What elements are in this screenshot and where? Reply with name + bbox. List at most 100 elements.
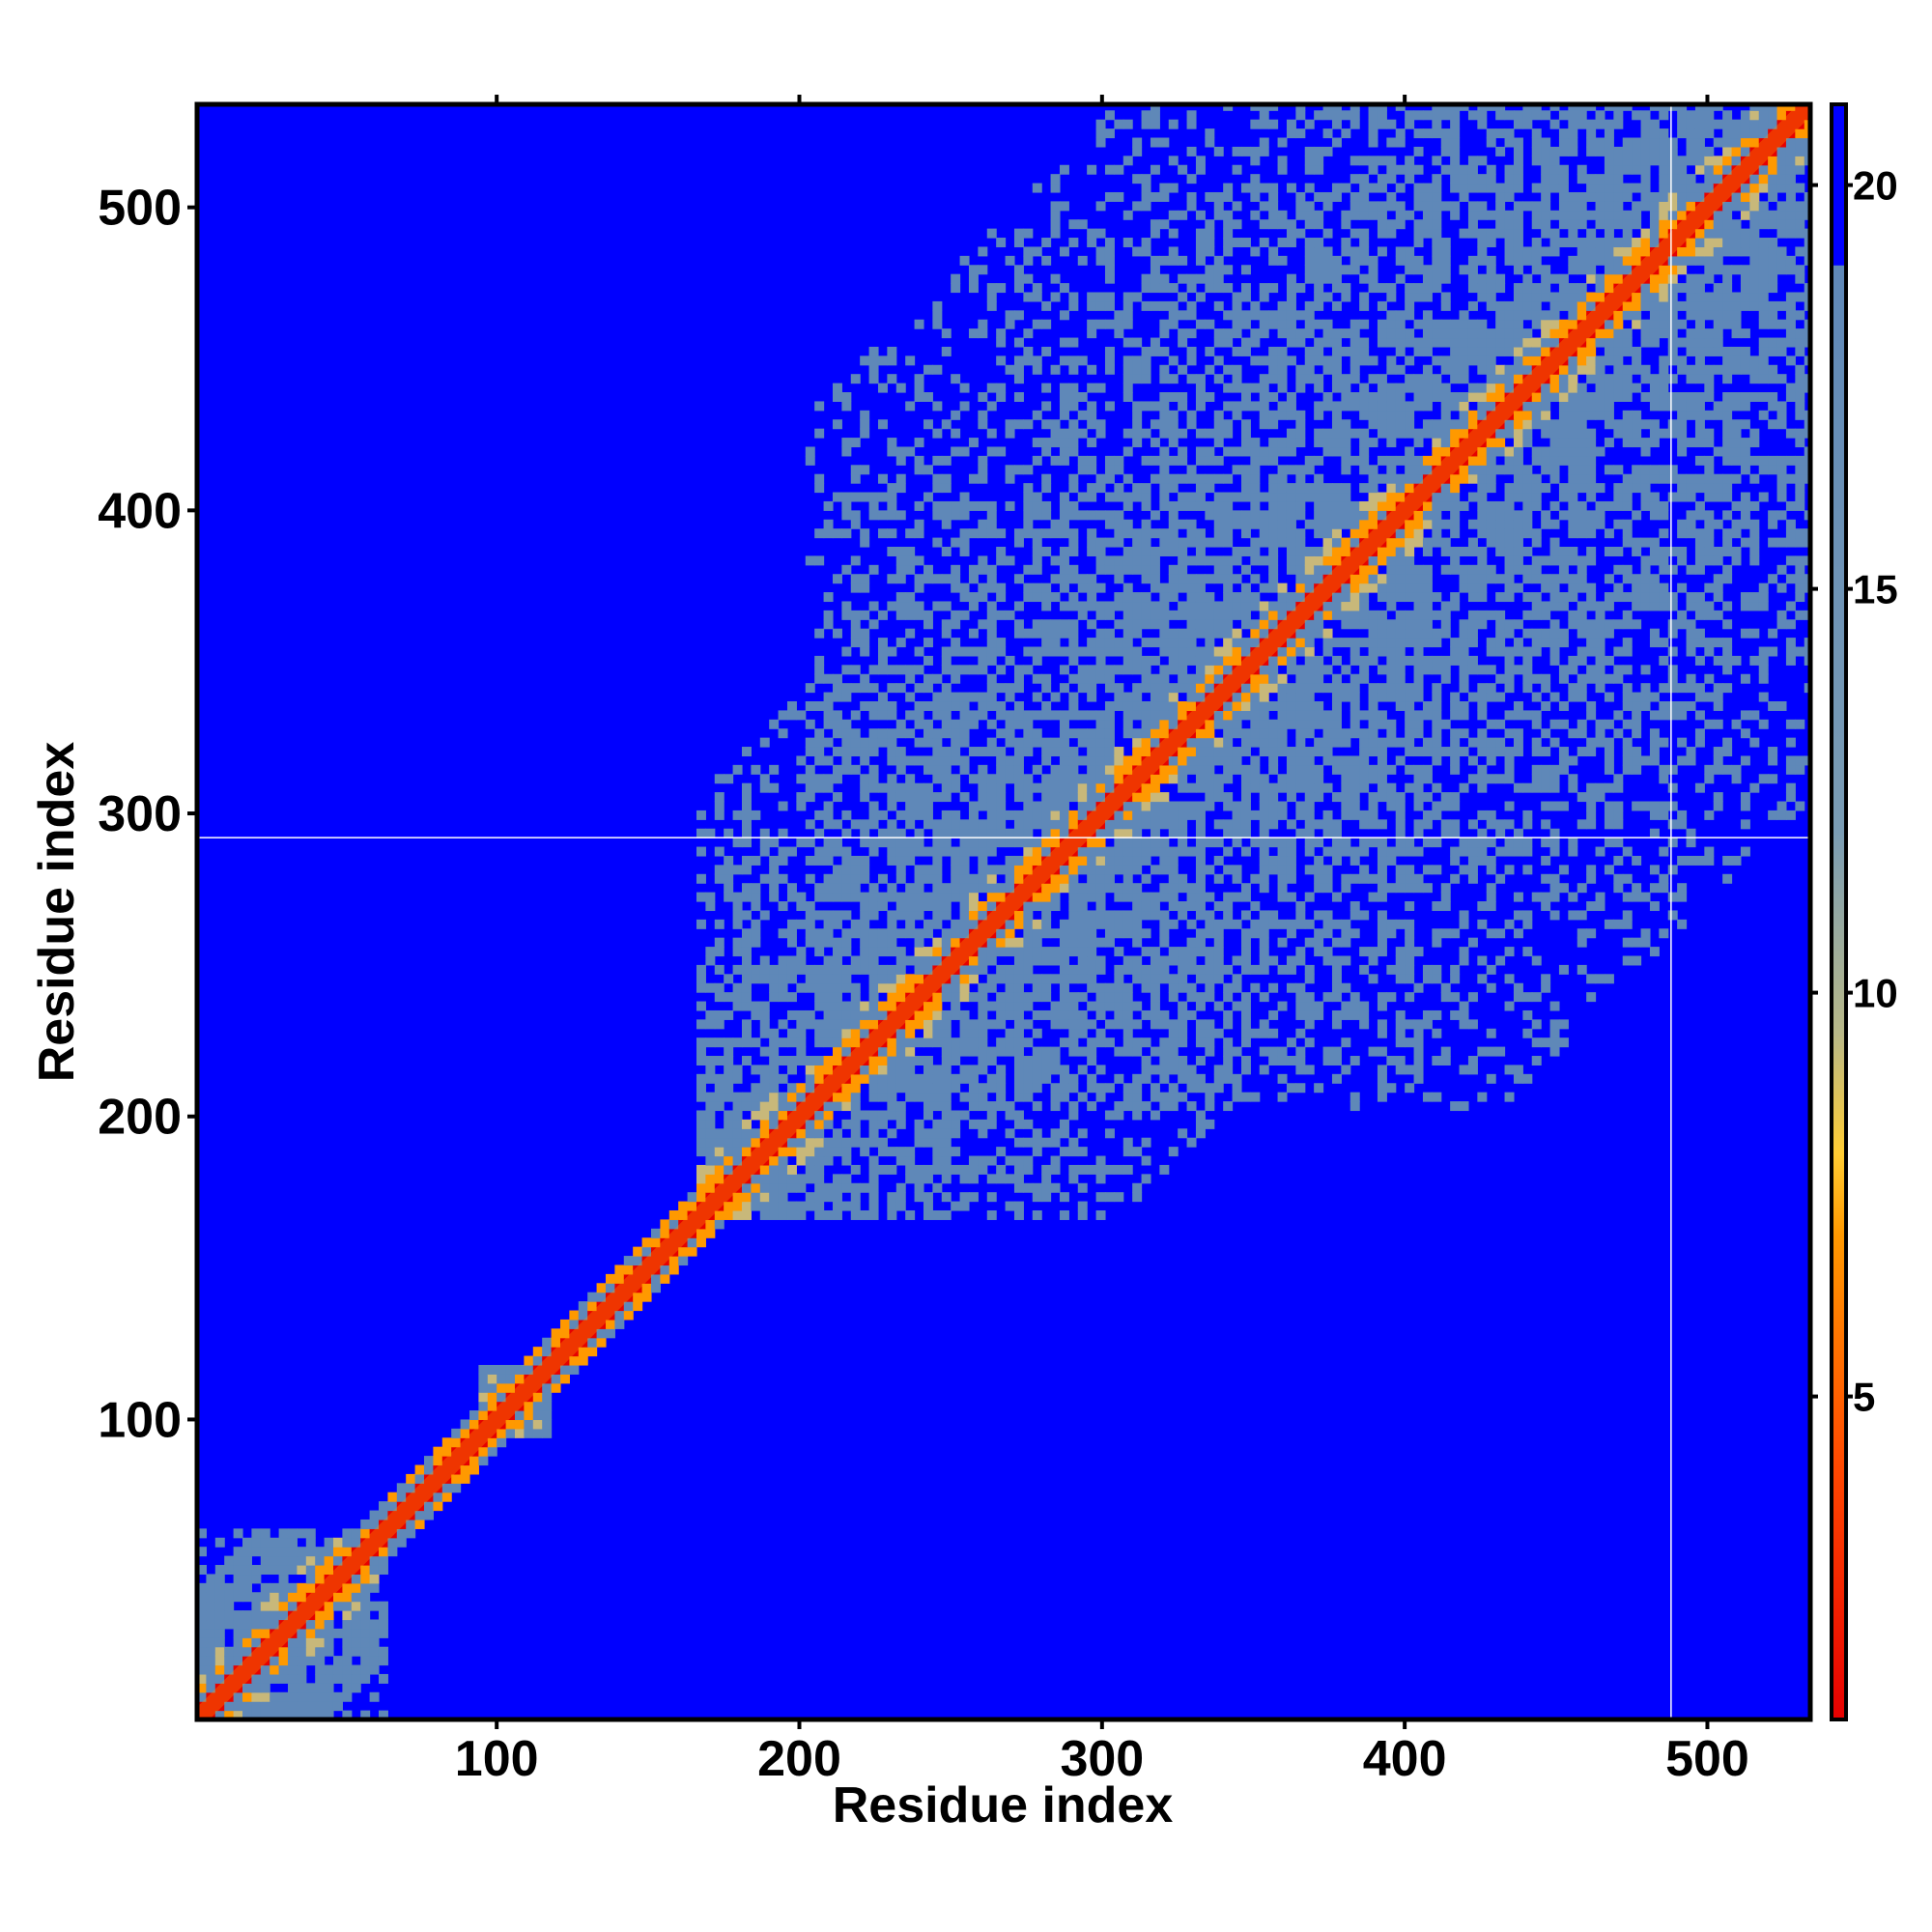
heatmap-cells	[197, 104, 1810, 1719]
heatmap-cell	[1005, 1201, 1015, 1211]
heatmap-cell	[342, 1610, 353, 1621]
heatmap-cell	[278, 1592, 289, 1603]
heatmap-cell	[1178, 774, 1188, 784]
heatmap-cell	[1667, 819, 1678, 830]
heatmap-cell	[1059, 1209, 1069, 1220]
heatmap-cell	[251, 1574, 262, 1584]
heatmap-cell	[1032, 410, 1042, 420]
heatmap-cell	[1132, 755, 1143, 766]
heatmap-cell	[224, 1601, 235, 1611]
heatmap-cell	[1178, 719, 1188, 729]
heatmap-cell	[895, 601, 906, 611]
heatmap-cell	[251, 1683, 262, 1693]
heatmap-cell	[1477, 855, 1488, 866]
heatmap-cell	[786, 1028, 797, 1038]
heatmap-cell	[951, 374, 961, 384]
heatmap-cell	[1649, 883, 1660, 894]
heatmap-cell	[1059, 628, 1069, 639]
heatmap-cell	[1386, 855, 1397, 866]
heatmap-cell	[941, 1073, 952, 1084]
heatmap-cell	[1223, 446, 1234, 457]
heatmap-cell	[1250, 919, 1261, 929]
heatmap-cell	[868, 982, 879, 993]
heatmap-cell	[968, 1028, 979, 1038]
heatmap-cell	[1178, 683, 1188, 694]
heatmap-cell	[1577, 928, 1587, 939]
heatmap-cell	[1132, 492, 1143, 502]
heatmap-cell	[1232, 919, 1242, 929]
heatmap-cell	[305, 1683, 316, 1693]
heatmap-cell	[887, 1092, 897, 1102]
heatmap-cell	[978, 937, 988, 948]
heatmap-cell	[1268, 737, 1279, 748]
heatmap-cell	[1141, 982, 1151, 993]
heatmap-cell	[1041, 910, 1052, 921]
heatmap-cell	[315, 1673, 326, 1684]
heatmap-cell	[1277, 865, 1288, 875]
heatmap-cell	[1159, 255, 1170, 266]
heatmap-cell	[369, 1574, 380, 1584]
heatmap-cell	[1050, 1137, 1061, 1148]
heatmap-cell	[732, 1192, 743, 1203]
heatmap-cell	[1223, 628, 1234, 639]
heatmap-cell	[941, 774, 952, 784]
heatmap-cell	[287, 1565, 298, 1576]
heatmap-cell	[778, 1037, 788, 1048]
heatmap-cell	[887, 782, 897, 793]
heatmap-cell	[1077, 392, 1088, 403]
heatmap-cell	[1413, 1046, 1424, 1057]
heatmap-cell	[1050, 455, 1061, 466]
heatmap-cell	[1223, 228, 1234, 239]
heatmap-cell	[1041, 928, 1052, 939]
heatmap-cell	[1150, 555, 1160, 566]
heatmap-cell	[796, 892, 807, 902]
heatmap-cell	[905, 1056, 916, 1065]
heatmap-cell	[1050, 619, 1061, 630]
heatmap-cell	[1223, 428, 1234, 439]
heatmap-cell	[951, 928, 961, 939]
heatmap-cell	[1586, 810, 1597, 820]
heatmap-cell	[1059, 574, 1069, 584]
heatmap-cell	[814, 910, 825, 921]
heatmap-cell	[1405, 1083, 1415, 1094]
heatmap-cell	[850, 873, 861, 884]
heatmap-cell	[923, 1201, 933, 1211]
heatmap-cell	[1223, 846, 1234, 857]
heatmap-cell	[714, 792, 724, 803]
heatmap-cell	[814, 1001, 825, 1011]
heatmap-cell	[814, 728, 825, 739]
heatmap-cell	[986, 747, 997, 757]
heatmap-cell	[1232, 683, 1242, 694]
heatmap-cell	[1032, 1065, 1042, 1075]
heatmap-cell	[1195, 483, 1206, 494]
heatmap-cell	[986, 982, 997, 993]
heatmap-cell	[315, 1637, 326, 1648]
heatmap-cell	[1032, 1009, 1042, 1020]
heatmap-cell	[1259, 737, 1269, 748]
heatmap-cell	[868, 1209, 879, 1220]
heatmap-cell	[305, 1592, 316, 1603]
heatmap-cell	[1286, 782, 1296, 793]
heatmap-cell	[1213, 782, 1224, 793]
heatmap-cell	[360, 1619, 371, 1630]
heatmap-cell	[1432, 974, 1442, 984]
heatmap-cell	[1368, 1046, 1378, 1057]
heatmap-cell	[786, 1137, 797, 1148]
heatmap-cell	[959, 610, 970, 620]
heatmap-cell	[751, 855, 761, 866]
heatmap-cell	[968, 846, 979, 857]
heatmap-cell	[1141, 855, 1151, 866]
heatmap-cell	[895, 855, 906, 866]
heatmap-cell	[895, 455, 906, 466]
heatmap-cell	[996, 901, 1007, 912]
heatmap-cell	[1159, 792, 1170, 803]
heatmap-cell	[968, 1083, 979, 1094]
heatmap-cell	[332, 1656, 343, 1666]
heatmap-cell	[1314, 910, 1324, 921]
heatmap-cell	[1013, 838, 1024, 848]
heatmap-cell	[923, 865, 933, 875]
heatmap-cell	[1223, 774, 1234, 784]
heatmap-cell	[1013, 1110, 1024, 1121]
heatmap-cell	[1077, 947, 1088, 957]
heatmap-cell	[633, 1256, 643, 1266]
